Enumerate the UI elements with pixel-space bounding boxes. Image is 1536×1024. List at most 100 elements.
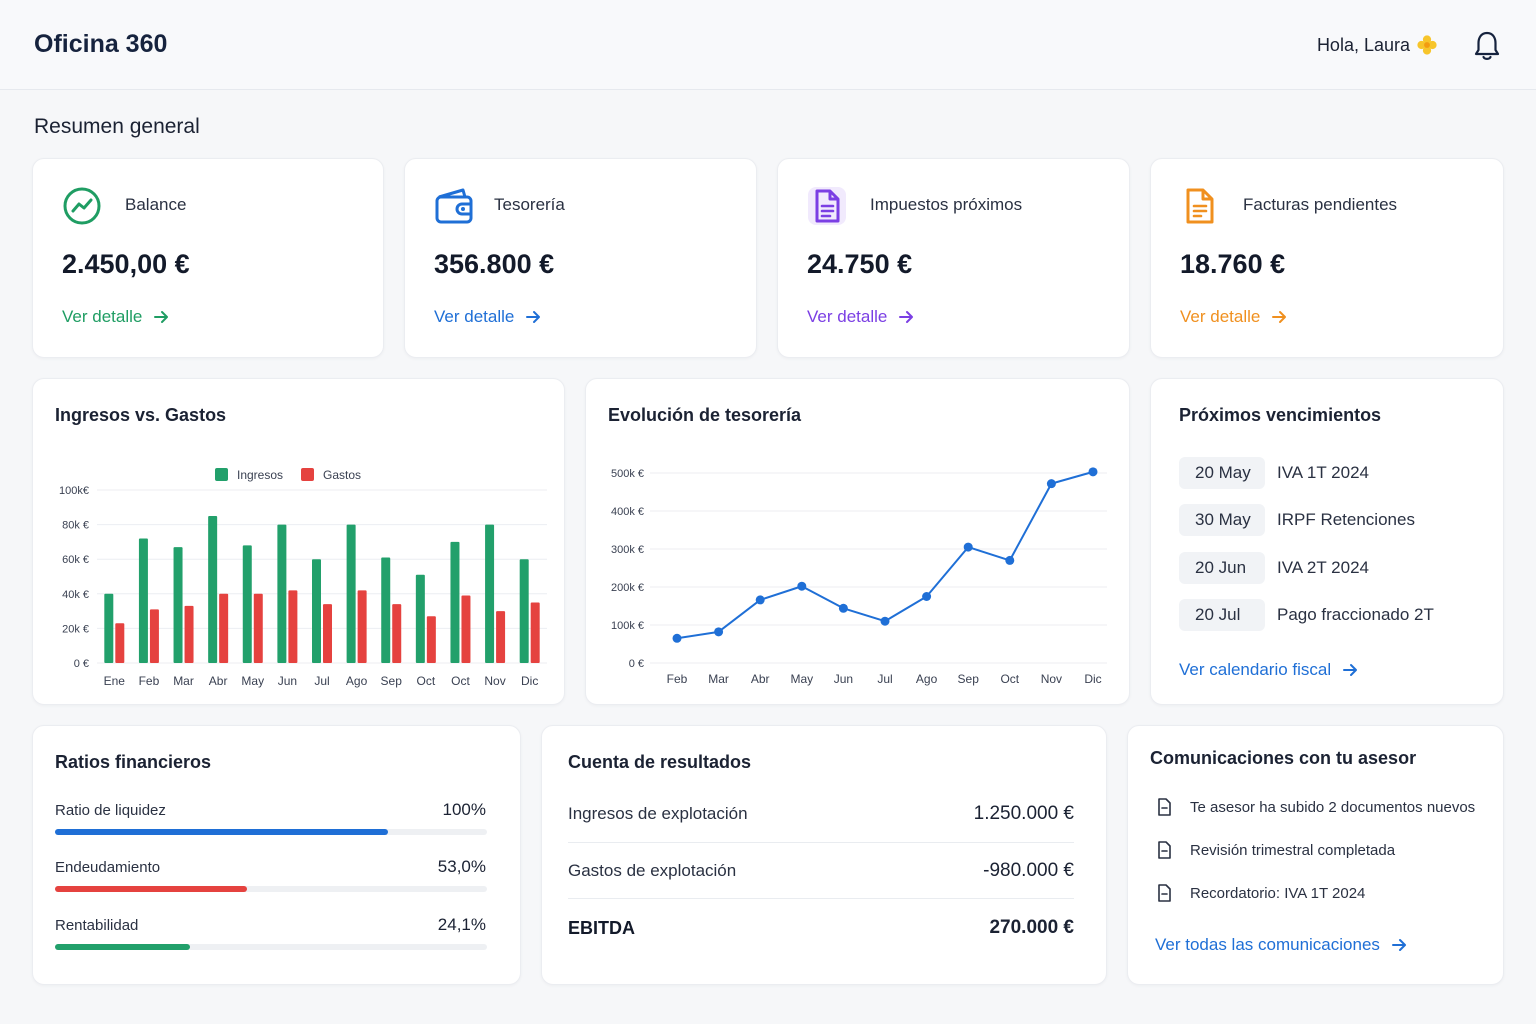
x-tick-label: Jul [314, 674, 329, 688]
fiscal-calendar-link[interactable]: Ver calendario fiscal [1179, 660, 1359, 680]
view-detail-link[interactable]: Ver detalle [434, 307, 542, 327]
legend-label: Gastos [323, 468, 361, 482]
bar-ingresos [173, 547, 183, 663]
due-text: IRPF Retenciones [1277, 510, 1415, 529]
arrow-right-icon [1391, 939, 1406, 951]
link-label: Ver detalle [62, 307, 143, 326]
y-tick-label: 100k € [611, 620, 644, 632]
pl-row: Ingresos de explotación 1.250.000 € [568, 786, 1074, 842]
x-tick-label: Mar [173, 674, 194, 688]
bar-ingresos [346, 524, 356, 663]
view-detail-link[interactable]: Ver detalle [1180, 307, 1288, 327]
bar-gastos [357, 590, 367, 663]
data-point [1005, 555, 1015, 565]
bar-gastos [323, 604, 332, 663]
document-icon [808, 187, 846, 225]
bar-ingresos [208, 515, 218, 663]
communication-text: Recordatorio: IVA 1T 2024 [1190, 884, 1366, 902]
link-label: Ver detalle [1180, 307, 1261, 326]
view-detail-link[interactable]: Ver detalle [807, 307, 915, 327]
bar-gastos [392, 604, 402, 663]
due-date: 20 Jul [1179, 599, 1265, 631]
communication-item[interactable]: Te asesor ha subido 2 documentos nuevos [1154, 797, 1475, 817]
data-point [755, 595, 765, 605]
arrow-right-icon [1272, 311, 1287, 323]
bar-ingresos [519, 559, 529, 663]
bar-gastos [253, 593, 263, 663]
kpi-card-tesoreria: Tesorería 356.800 € Ver detalle [404, 158, 757, 358]
card-title: Ingresos vs. Gastos [55, 405, 227, 425]
x-tick-label: Nov [484, 674, 505, 688]
due-text: Pago fraccionado 2T [1277, 605, 1434, 624]
due-text: IVA 1T 2024 [1277, 463, 1369, 482]
data-point [838, 603, 848, 613]
ratio-bar-fill [55, 829, 388, 835]
ratio-bar [55, 829, 487, 835]
due-item[interactable]: 20 Jun IVA 2T 2024 [1179, 552, 1369, 584]
link-label: Ver detalle [434, 307, 515, 326]
ratio-value: 53,0% [437, 857, 486, 876]
pl-value: 1.250.000 € [973, 803, 1074, 824]
communication-item[interactable]: Recordatorio: IVA 1T 2024 [1154, 883, 1365, 903]
pl-label: Ingresos de explotación [568, 804, 748, 823]
notification-bell-icon[interactable] [1472, 30, 1502, 62]
ratio-value: 100% [442, 800, 486, 819]
pl-row: Gastos de explotación -980.000 € [568, 843, 1074, 899]
income-expense-card: Ingresos vs. Gastos 0 € 20k € 40k € 60k € 80… [32, 378, 565, 705]
bar-gastos [115, 623, 125, 663]
communication-text: Revisión trimestral completada [1190, 841, 1396, 859]
ratio-value: 24,1% [437, 915, 486, 934]
pl-label: EBITDA [568, 917, 635, 938]
x-tick-label: May [241, 674, 264, 688]
pl-value: -980.000 € [983, 860, 1074, 881]
legend-swatch [215, 468, 228, 481]
arrow-right-icon [154, 311, 169, 323]
due-text: IVA 2T 2024 [1277, 558, 1369, 577]
all-communications-link[interactable]: Ver todas las comunicaciones [1155, 935, 1408, 955]
legend-label: Ingresos [237, 468, 283, 482]
ratio-bar [55, 944, 487, 950]
wallet-icon [435, 188, 473, 224]
due-item[interactable]: 20 May IVA 1T 2024 [1179, 457, 1369, 489]
x-tick-label: Abr [209, 674, 228, 688]
data-point [880, 616, 890, 626]
kpi-label: Tesorería [494, 195, 565, 214]
kpi-value: 18.760 € [1180, 249, 1286, 279]
link-label: Ver detalle [807, 307, 888, 326]
y-tick-label: 80k € [62, 520, 89, 532]
link-label: Ver calendario fiscal [1179, 660, 1332, 679]
ratio-bar [55, 886, 487, 892]
legend-swatch [301, 468, 314, 481]
view-detail-link[interactable]: Ver detalle [62, 307, 170, 327]
bar-ingresos [450, 541, 460, 663]
invoice-icon [1186, 188, 1214, 224]
x-tick-label: Feb [667, 672, 688, 686]
series-line [676, 470, 1094, 640]
x-tick-label: Oct [417, 674, 436, 688]
card-title: Comunicaciones con tu asesor [1150, 748, 1417, 768]
bar-gastos [426, 616, 436, 663]
x-tick-label: Dic [521, 674, 538, 688]
ratio-label: Endeudamiento [55, 859, 161, 876]
due-item[interactable]: 20 Jul Pago fraccionado 2T [1179, 599, 1434, 631]
bar-ingresos [138, 538, 148, 663]
kpi-value: 356.800 € [434, 249, 555, 279]
data-point [797, 581, 807, 591]
communication-item[interactable]: Revisión trimestral completada [1154, 840, 1395, 860]
document-icon [1158, 841, 1171, 859]
ratio-bar-fill [55, 944, 190, 950]
data-point [963, 542, 973, 552]
document-icon [1158, 798, 1171, 816]
y-tick-label: 0 € [629, 658, 644, 670]
x-tick-label: Ene [104, 674, 126, 688]
x-tick-label: Abr [751, 672, 770, 686]
treasury-chart: 0 € 100k € 200k € 300k € 400k € 500k € Feb Mar A… [611, 467, 1107, 686]
kpi-label: Impuestos próximos [870, 195, 1023, 214]
x-tick-label: Mar [708, 672, 729, 686]
bar-gastos [496, 611, 506, 663]
kpi-card-balance: Balance 2.450,00 € Ver detalle [32, 158, 384, 358]
kpi-label: Balance [125, 195, 187, 214]
x-tick-label: Oct [1000, 672, 1019, 686]
bar-ingresos [242, 545, 252, 663]
due-item[interactable]: 30 May IRPF Retenciones [1179, 504, 1415, 536]
